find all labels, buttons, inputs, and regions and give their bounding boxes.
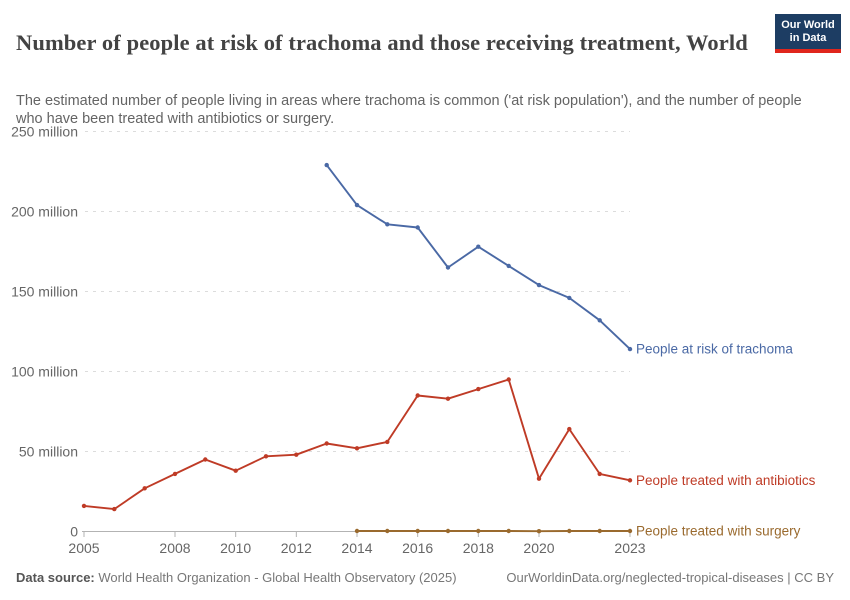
series-point-people-treated-with-surgery-2014 [354, 528, 360, 534]
series-point-people-treated-with-surgery-2021 [567, 528, 572, 534]
x-axis-label-2012: 2012 [281, 540, 312, 556]
series-point-people-at-risk-of-trachoma-2022 [597, 318, 602, 323]
series-point-people-treated-with-antibiotics-2019 [506, 377, 511, 382]
series-point-people-at-risk-of-trachoma-2023 [627, 346, 633, 352]
series-point-people-at-risk-of-trachoma-2013 [324, 162, 329, 168]
data-source-label: Data source: [16, 570, 95, 585]
series-point-people-at-risk-of-trachoma-2017 [445, 265, 451, 270]
y-axis-label-200: 200 million [11, 204, 78, 220]
footer-separator: | [783, 570, 795, 585]
series-point-people-treated-with-antibiotics-2008 [172, 471, 178, 477]
series-point-people-treated-with-antibiotics-2021 [567, 426, 572, 432]
series-point-people-treated-with-antibiotics-2011 [263, 454, 269, 459]
y-axis-label-50: 50 million [19, 444, 78, 460]
series-point-people-treated-with-antibiotics-2020 [536, 476, 542, 481]
series-point-people-treated-with-surgery-2022 [597, 528, 602, 534]
x-axis-label-2016: 2016 [402, 540, 433, 556]
series-point-people-treated-with-antibiotics-2013 [324, 441, 329, 446]
series-point-people-treated-with-antibiotics-2016 [415, 393, 420, 398]
series-point-people-treated-with-antibiotics-2007 [142, 486, 147, 491]
x-axis-label-2014: 2014 [341, 540, 372, 556]
series-point-people-treated-with-antibiotics-2012 [294, 452, 299, 457]
series-point-people-at-risk-of-trachoma-2019 [506, 263, 511, 269]
series-label-people-treated-with-antibiotics[interactable]: People treated with antibiotics [636, 473, 816, 488]
series-point-people-treated-with-antibiotics-2023 [627, 478, 633, 483]
series-label-people-at-risk-of-trachoma[interactable]: People at risk of trachoma [636, 342, 793, 357]
series-point-people-treated-with-surgery-2019 [506, 528, 511, 534]
series-point-people-treated-with-antibiotics-2009 [203, 457, 208, 462]
x-axis-label-2010: 2010 [220, 540, 251, 556]
owid-logo-line2: in Data [789, 32, 827, 44]
page-footer: Data source: World Health Organization -… [16, 570, 834, 585]
series-point-people-treated-with-surgery-2015 [385, 528, 390, 534]
y-axis-label-100: 100 million [11, 364, 78, 380]
series-point-people-at-risk-of-trachoma-2016 [415, 225, 420, 230]
series-point-people-treated-with-antibiotics-2018 [476, 386, 481, 392]
series-point-people-treated-with-antibiotics-2022 [597, 471, 602, 477]
series-point-people-at-risk-of-trachoma-2014 [354, 202, 360, 208]
series-point-people-treated-with-antibiotics-2006 [112, 506, 117, 512]
data-source: Data source: World Health Organization -… [16, 570, 457, 585]
series-point-people-treated-with-antibiotics-2005 [81, 503, 87, 509]
series-point-people-treated-with-antibiotics-2017 [445, 396, 451, 401]
owid-logo[interactable]: Our World in Data [775, 14, 841, 53]
chart-title: Number of people at risk of trachoma and… [16, 30, 748, 56]
series-point-people-treated-with-surgery-2017 [445, 528, 451, 534]
series-point-people-at-risk-of-trachoma-2018 [476, 244, 481, 249]
footer-license-link[interactable]: CC BY [794, 570, 834, 585]
series-point-people-at-risk-of-trachoma-2021 [567, 295, 572, 301]
x-axis-label-2020: 2020 [523, 540, 554, 556]
x-axis-label-2018: 2018 [463, 540, 494, 556]
footer-credits: OurWorldinData.org/neglected-tropical-di… [506, 570, 834, 585]
owid-logo-line1: Our World [781, 19, 835, 31]
series-line-people-at-risk-of-trachoma [325, 164, 631, 351]
series-point-people-at-risk-of-trachoma-2015 [385, 222, 390, 227]
x-axis-label-2008: 2008 [159, 540, 190, 556]
series-point-people-treated-with-surgery-2016 [415, 528, 420, 534]
series-label-people-treated-with-surgery[interactable]: People treated with surgery [636, 524, 801, 539]
series-point-people-at-risk-of-trachoma-2020 [536, 282, 542, 288]
series-line-people-treated-with-antibiotics [83, 378, 631, 511]
data-source-text: World Health Organization - Global Healt… [98, 570, 457, 585]
series-point-people-treated-with-antibiotics-2014 [354, 446, 360, 451]
series-point-people-treated-with-surgery-2023 [627, 528, 633, 534]
series-point-people-treated-with-antibiotics-2010 [233, 468, 238, 473]
footer-url-link[interactable]: OurWorldinData.org/neglected-tropical-di… [506, 570, 784, 585]
series-point-people-treated-with-antibiotics-2015 [385, 439, 390, 445]
x-axis-label-2023: 2023 [614, 540, 645, 556]
x-axis-label-2005: 2005 [68, 540, 99, 556]
y-axis-label-0: 0 [70, 524, 78, 540]
chart-subtitle: The estimated number of people living in… [16, 92, 802, 127]
y-axis-label-250: 250 million [11, 124, 78, 140]
series-point-people-treated-with-surgery-2020 [536, 529, 542, 534]
series-point-people-treated-with-surgery-2018 [476, 528, 481, 534]
y-axis-label-150: 150 million [11, 284, 78, 300]
